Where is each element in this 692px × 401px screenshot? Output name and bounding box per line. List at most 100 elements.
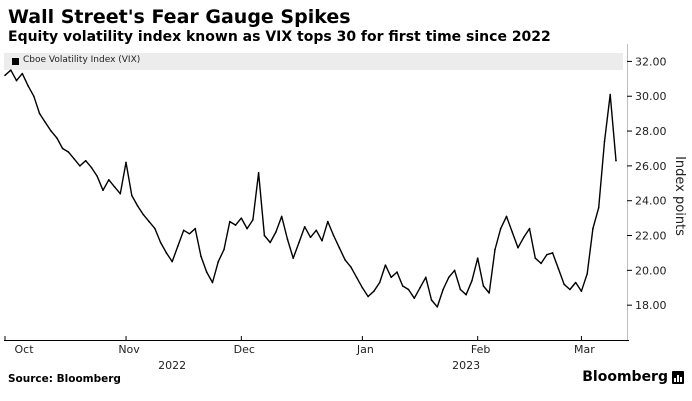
vix-point <box>182 229 185 232</box>
x-year-label: 2023 <box>452 359 480 372</box>
vix-point <box>569 288 571 291</box>
vix-point <box>511 231 514 233</box>
vix-point <box>252 219 254 221</box>
vix-point <box>194 227 197 230</box>
vix-point <box>257 172 260 174</box>
vix-point <box>557 267 560 270</box>
y-tick-label: 18.00 <box>635 299 667 312</box>
vix-point <box>125 161 127 164</box>
vix-point <box>603 140 606 143</box>
vix-point <box>73 158 75 160</box>
vix-point <box>119 192 122 195</box>
vix-point <box>211 281 214 284</box>
vix-point <box>27 84 29 87</box>
vix-point <box>396 271 398 273</box>
y-tick-label: 32.00 <box>635 55 667 68</box>
x-tick-label-oct: Oct <box>14 343 34 356</box>
vix-point <box>580 290 583 293</box>
vix-series-line <box>4 69 617 308</box>
vix-point <box>15 79 18 82</box>
vix-point <box>171 260 173 263</box>
vix-point <box>407 288 410 291</box>
vix-point <box>534 257 537 259</box>
y-ticks: 18.00 20.00 22.00 24.00 26.00 28.00 30.00 32.00 <box>627 55 667 312</box>
vix-point <box>505 215 508 218</box>
vix-point <box>390 276 392 279</box>
vix-point <box>442 288 444 291</box>
vix-point <box>275 231 277 233</box>
vix-point <box>154 227 156 230</box>
vix-points <box>4 69 617 308</box>
vix-point <box>315 229 318 232</box>
vix-point <box>551 252 554 254</box>
y-tick-label: 22.00 <box>635 230 667 243</box>
vix-point <box>546 253 548 256</box>
vix-point <box>107 179 110 181</box>
vix-point <box>280 215 283 218</box>
vix-point <box>234 224 237 226</box>
source-note: Source: Bloomberg <box>8 373 121 385</box>
vix-point <box>309 236 312 239</box>
vix-point <box>321 239 323 242</box>
vix-point <box>50 130 52 132</box>
vix-point <box>96 175 99 178</box>
vix-point <box>246 227 248 230</box>
vix-point <box>61 147 64 150</box>
vix-point <box>586 273 588 275</box>
legend-label: Cboe Volatility Index (VIX) <box>23 55 141 65</box>
vix-point <box>67 151 70 153</box>
vix-point <box>142 213 145 216</box>
vix-point <box>113 185 116 188</box>
x-tick-label-feb: Feb <box>471 343 490 356</box>
vix-point <box>494 248 496 251</box>
vix-point <box>159 241 162 244</box>
x-tick-label-nov: Nov <box>118 343 140 356</box>
vix-point <box>384 264 387 266</box>
vix-point <box>205 271 208 273</box>
vix-point <box>292 257 295 259</box>
vix-point <box>609 93 612 96</box>
vix-point <box>148 220 150 223</box>
vix-point <box>499 227 502 230</box>
vix-point <box>21 72 24 75</box>
vix-point <box>361 286 364 289</box>
vix-point <box>136 205 139 207</box>
bloomberg-chart-icon <box>672 371 684 384</box>
vix-point <box>131 194 133 197</box>
vix-point <box>344 259 346 261</box>
vix-point <box>459 288 462 291</box>
y-tick-label: 20.00 <box>635 264 667 277</box>
vix-point <box>401 285 404 287</box>
vix-point <box>413 297 416 300</box>
vix-point <box>522 236 525 239</box>
vix-point <box>597 206 600 209</box>
vix-point <box>200 255 202 258</box>
x-tick-label-mar: Mar <box>574 343 595 356</box>
vix-point <box>350 266 352 268</box>
vix-point <box>563 283 565 286</box>
vix-point <box>44 121 47 124</box>
vix-point <box>4 74 6 77</box>
vix-point <box>574 281 577 284</box>
x-ticks: Oct Nov Dec Jan Feb Mar 2022 2023 <box>4 336 595 372</box>
vix-point <box>592 227 594 230</box>
vix-point <box>177 245 179 247</box>
y-axis-label: Index points <box>672 156 687 236</box>
y-tick-label: 26.00 <box>635 160 667 173</box>
vix-point <box>298 241 300 244</box>
y-tick-label: 28.00 <box>635 125 667 138</box>
vix-point <box>367 295 369 298</box>
legend-swatch <box>12 58 19 65</box>
vix-point <box>476 257 479 259</box>
vix-point <box>240 217 243 219</box>
vix-point <box>488 292 490 294</box>
vix-point <box>90 166 93 169</box>
vix-point <box>223 248 225 251</box>
vix-point <box>332 234 335 237</box>
vix-point <box>84 159 87 162</box>
vix-point <box>453 269 456 272</box>
vix-point <box>9 69 12 71</box>
vix-point <box>338 246 341 249</box>
vix-point <box>165 252 168 254</box>
brand-logo: Bloomberg <box>582 369 668 385</box>
